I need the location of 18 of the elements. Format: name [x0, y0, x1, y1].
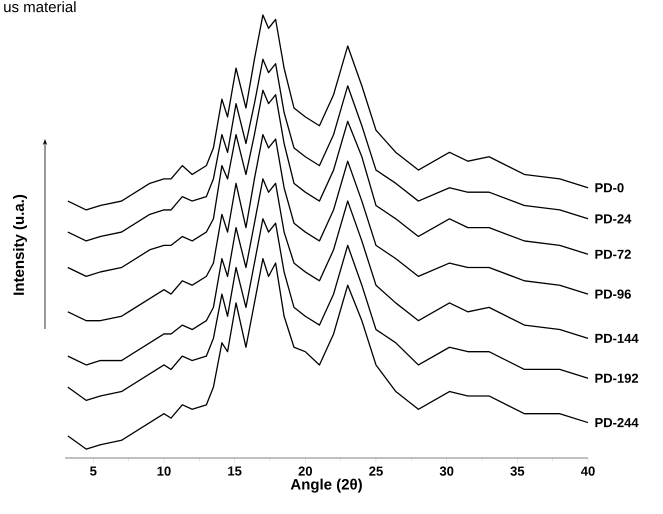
x-tick-label: 35 — [510, 466, 524, 476]
x-tick-label: 25 — [369, 466, 383, 476]
series-label: PD-96 — [595, 289, 631, 299]
x-tick-label: 40 — [580, 466, 595, 476]
text: us material — [4, 1, 76, 12]
x-tick-label: 5 — [90, 466, 97, 476]
series-label: PD-192 — [595, 374, 638, 383]
series-label: PD-24 — [595, 214, 632, 224]
x-tick-label: 30 — [440, 466, 454, 476]
series-label: PD-144 — [595, 334, 639, 343]
series-label: PD-244 — [595, 418, 639, 428]
series-label: PD-0 — [595, 183, 624, 192]
x-axis-title: Angle (2θ) — [290, 478, 362, 493]
series-label: PD-72 — [595, 250, 631, 259]
x-tick-label: 20 — [298, 466, 312, 476]
x-tick-label: 15 — [228, 466, 242, 476]
x-tick-label: 10 — [158, 466, 171, 476]
y-axis-title: Intensity (u.a.) — [13, 194, 27, 295]
